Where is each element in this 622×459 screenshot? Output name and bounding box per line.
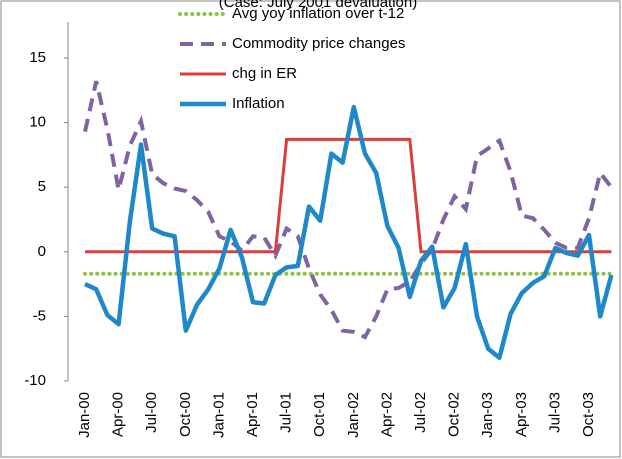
x-tick-label: Oct-02	[446, 392, 463, 437]
y-tick-label: 10	[29, 114, 46, 131]
y-tick-label: -10	[24, 372, 46, 389]
y-tick-label: 5	[38, 178, 46, 195]
x-tick-label: Oct-03	[580, 392, 597, 437]
legend-label: Avg yoy inflation over t-12	[232, 5, 404, 22]
y-tick-label: -5	[33, 307, 46, 324]
chart-title: (Case: July 2001 devaluation)	[219, 0, 417, 11]
x-tick-label: Apr-03	[513, 392, 530, 437]
series-line	[84, 104, 614, 360]
x-tick-label: Apr-02	[378, 392, 395, 437]
y-tick-label: 15	[29, 49, 46, 66]
x-tick-label: Jan-00	[76, 392, 93, 438]
x-tick-label: Jul-02	[412, 392, 429, 433]
legend-label: chg in ER	[232, 65, 297, 82]
y-tick-label: 0	[38, 243, 46, 260]
x-tick-label: Oct-00	[177, 392, 194, 437]
x-tick-label: Apr-00	[110, 392, 127, 437]
x-tick-label: Jan-01	[210, 392, 227, 438]
x-tick-label: Jan-02	[345, 392, 362, 438]
x-tick-label: Jul-01	[278, 392, 295, 433]
series-line	[83, 80, 613, 340]
x-tick-label: Oct-01	[311, 392, 328, 437]
legend-label: Inflation	[232, 95, 285, 112]
x-tick-label: Jul-00	[143, 392, 160, 433]
x-tick-label: Jul-03	[546, 392, 563, 433]
legend-label: Commodity price changes	[232, 35, 405, 52]
x-tick-label: Jan-03	[479, 392, 496, 438]
x-tick-label: Apr-01	[244, 392, 261, 437]
